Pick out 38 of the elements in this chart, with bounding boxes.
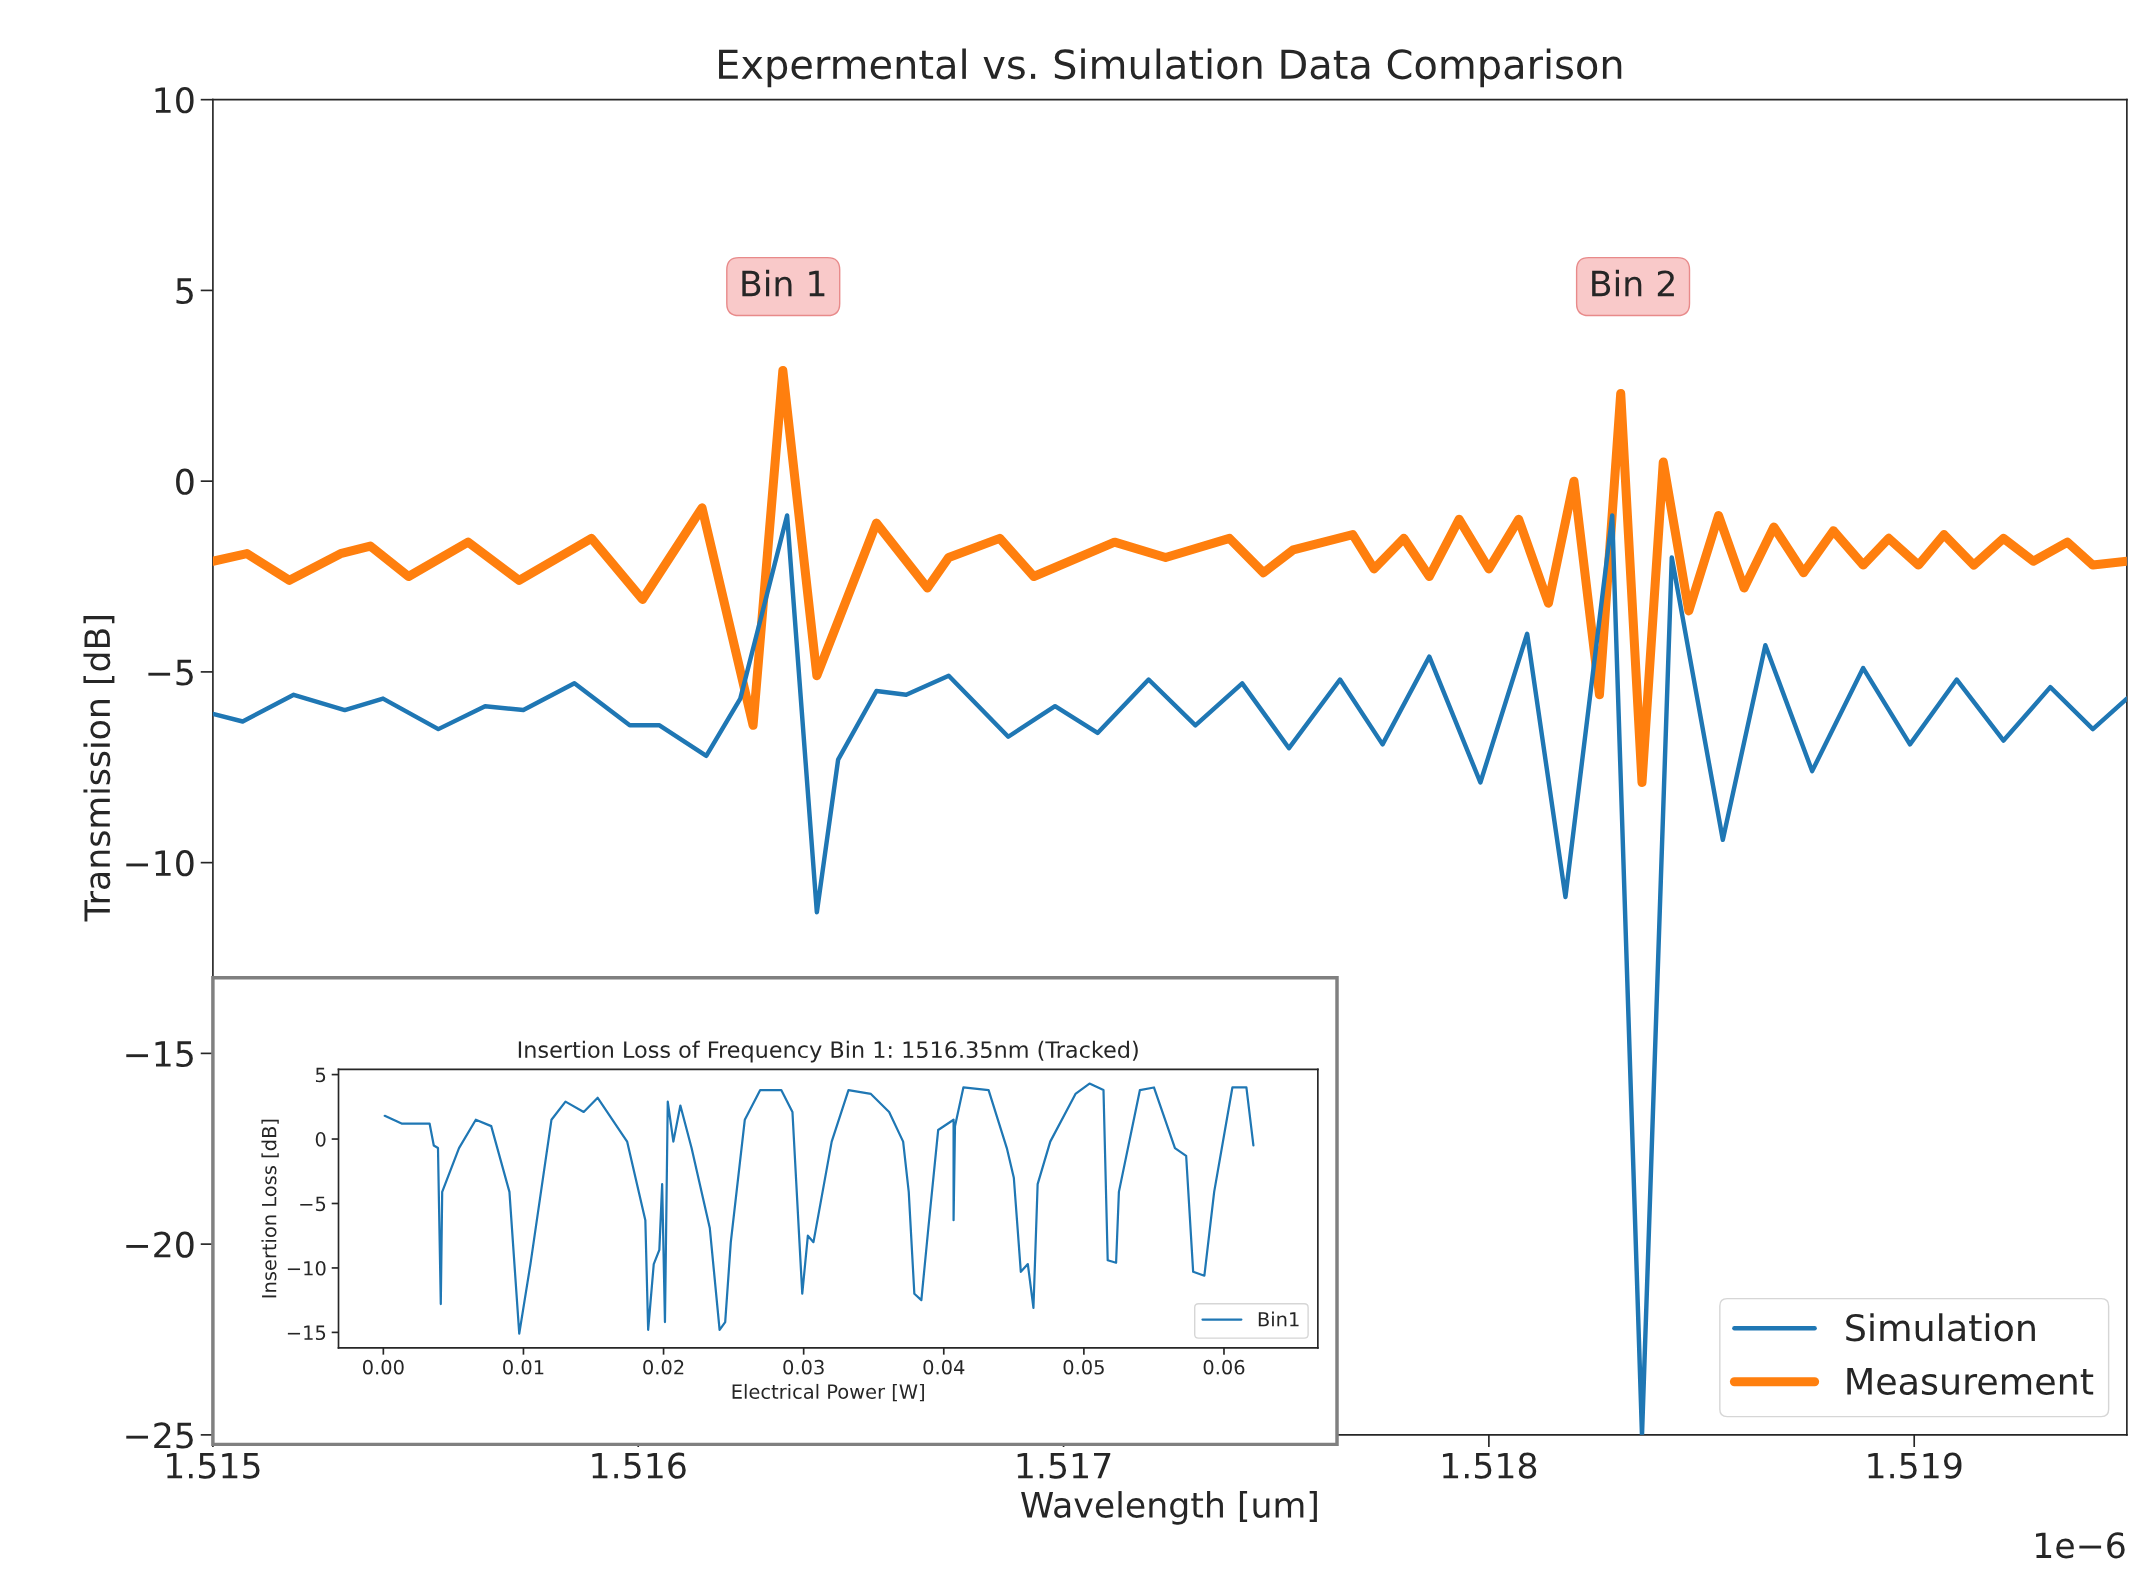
y-tick-label: −10 — [287, 1260, 326, 1276]
chart-title: Insertion Loss of Frequency Bin 1: 1516.35nm (Tracked) — [518, 1040, 1138, 1063]
x-tick-label: 0.05 — [1063, 1359, 1104, 1375]
text: 1e−6 — [2036, 1532, 2125, 1559]
y-tick-label: 10 — [155, 87, 194, 114]
y-tick-label: −5 — [148, 659, 193, 686]
y-axis-title: Insertion Loss [dB] — [261, 1119, 279, 1298]
y-tick-label: −15 — [126, 1041, 193, 1068]
y-tick-label: 0 — [315, 1132, 326, 1147]
x-axis-title: Wavelength [um] — [1021, 1491, 1317, 1525]
x-tick-label: 1.519 — [1868, 1452, 1962, 1479]
x-tick-label: 0.06 — [1203, 1359, 1245, 1375]
chart-title: Expermental vs. Simulation Data Comparison — [719, 48, 1622, 88]
x-tick-label: 0.03 — [783, 1359, 824, 1375]
x-tick-label: 0.04 — [923, 1359, 965, 1375]
x-tick-label: 1.517 — [1017, 1452, 1111, 1479]
y-tick-label: 0 — [176, 468, 194, 495]
x-tick-label: 1.516 — [592, 1452, 686, 1479]
y-tick-label: 5 — [315, 1067, 326, 1083]
legend-label: Simulation — [1846, 1313, 2035, 1342]
x-tick-label: 0.02 — [643, 1359, 684, 1375]
y-axis-title: Transmission [dB] — [83, 616, 115, 922]
x-tick-label: 1.515 — [167, 1452, 260, 1479]
legend-label: Bin1 — [1258, 1311, 1299, 1327]
y-tick-label: 5 — [176, 278, 193, 305]
x-axis-title: Electrical Power [W] — [732, 1383, 924, 1402]
line-series — [383, 1082, 1255, 1335]
annotation: Bin 2 — [1592, 269, 1674, 297]
annotation: Bin 1 — [742, 269, 825, 297]
x-tick-label: 0.00 — [362, 1359, 404, 1375]
y-tick-label: −25 — [126, 1422, 193, 1449]
x-tick-label: 0.01 — [503, 1359, 544, 1375]
y-tick-label: −5 — [300, 1196, 326, 1212]
x-tick-label: 1.518 — [1442, 1452, 1537, 1479]
y-tick-label: −15 — [287, 1325, 326, 1341]
legend-label: Measurement — [1847, 1367, 2094, 1395]
y-tick-label: −10 — [126, 850, 194, 877]
y-tick-label: −20 — [126, 1231, 194, 1258]
